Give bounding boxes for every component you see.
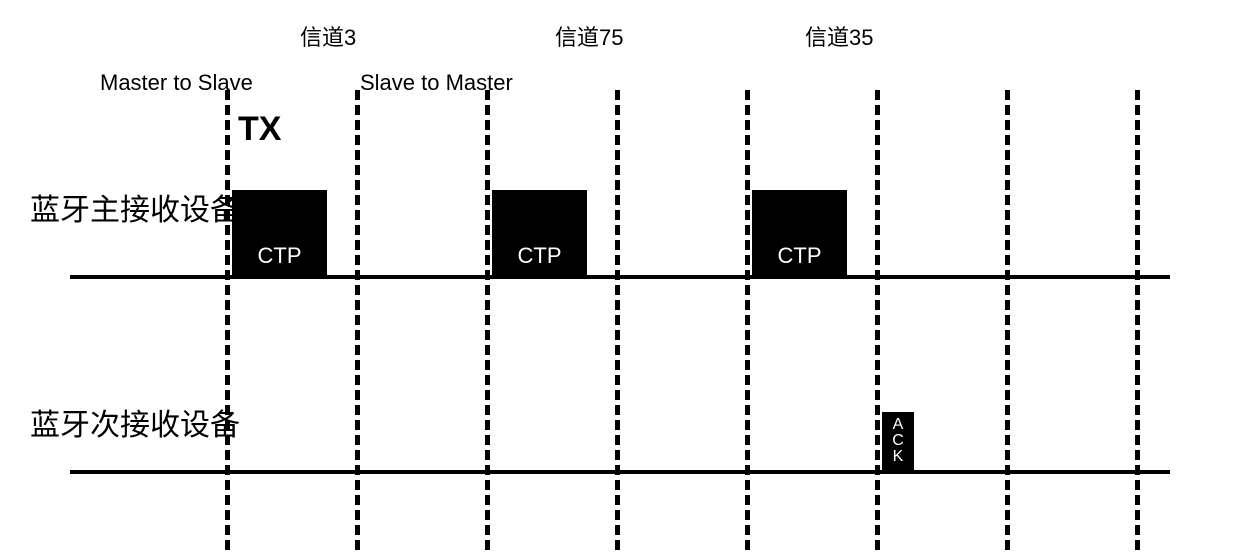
- slot-divider: [485, 90, 490, 550]
- timeline-primary: [70, 275, 1170, 279]
- ctp-packet: CTP: [492, 190, 587, 275]
- row-label-secondary: 蓝牙次接收设备: [30, 400, 240, 444]
- ack-letter: K: [893, 449, 904, 465]
- channel-label-35: 信道35: [805, 20, 873, 52]
- channel-label-75: 信道75: [555, 20, 623, 52]
- ctp-packet: CTP: [232, 190, 327, 275]
- slot-divider: [355, 90, 360, 550]
- ctp-label: CTP: [518, 243, 562, 269]
- ctp-label: CTP: [778, 243, 822, 269]
- slot-divider: [1135, 90, 1140, 550]
- tx-label: TX: [238, 110, 281, 149]
- ack-letter: A: [893, 417, 904, 433]
- ack-packet: A C K: [882, 412, 914, 470]
- channel-label-3: 信道3: [300, 20, 356, 52]
- slot-divider: [615, 90, 620, 550]
- slot-divider: [225, 90, 230, 550]
- row-label-primary: 蓝牙主接收设备: [30, 185, 240, 229]
- slot-divider: [875, 90, 880, 550]
- ctp-packet: CTP: [752, 190, 847, 275]
- timeline-secondary: [70, 470, 1170, 474]
- slot-divider: [1005, 90, 1010, 550]
- ack-letter: C: [892, 433, 904, 449]
- slot-divider: [745, 90, 750, 550]
- ctp-label: CTP: [258, 243, 302, 269]
